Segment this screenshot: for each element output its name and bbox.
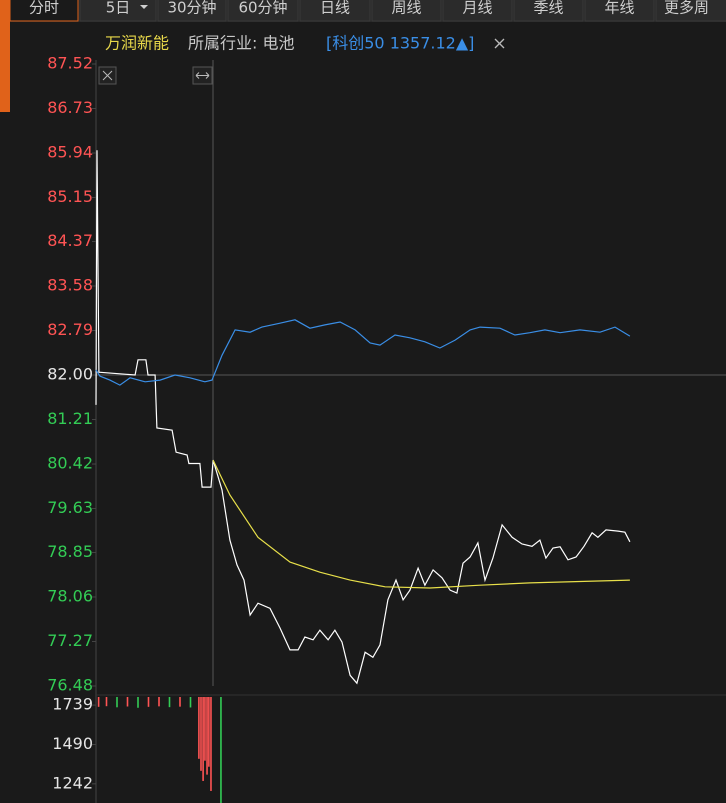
tab[interactable] — [157, 0, 227, 22]
volume-bar — [137, 697, 139, 708]
y-tick-label: 82.79 — [47, 320, 93, 339]
y-tick-label: 82.00 — [47, 365, 93, 384]
volume-bar — [116, 697, 118, 708]
y-tick-label: 86.73 — [47, 98, 93, 117]
tab-bar: 分时 5日 30分钟 60分钟 日线 周线 月线 季线 年线 更多周 — [9, 0, 726, 22]
volume-bar — [206, 697, 208, 775]
volume-bar — [97, 697, 100, 707]
volume-bar — [204, 697, 206, 761]
volume-bar — [147, 697, 150, 707]
y-tick-label: 78.06 — [47, 586, 93, 605]
volume-bar — [105, 697, 108, 707]
volume-bar — [179, 697, 181, 707]
volume-bar — [208, 697, 210, 767]
tab[interactable] — [79, 0, 157, 22]
y-tick-label: 80.42 — [47, 454, 93, 473]
dropdown-arrow[interactable] — [140, 5, 148, 9]
tab[interactable] — [299, 0, 371, 22]
tab[interactable] — [9, 0, 79, 22]
y-tick-label: 1242 — [52, 773, 93, 792]
price-line — [95, 150, 631, 685]
tab-label[interactable]: 60分钟 — [238, 0, 287, 17]
y-tick-label: 78.85 — [47, 542, 93, 561]
stock-name[interactable]: 万润新能 — [105, 34, 169, 53]
y-tick-label: 1739 — [52, 695, 93, 714]
tab-label[interactable]: 5日 — [106, 0, 131, 17]
price-line — [212, 459, 630, 589]
volume-bar — [210, 697, 212, 791]
volume-bar — [202, 697, 204, 781]
volume-bar — [198, 697, 200, 759]
volume-bar — [168, 697, 171, 708]
y-tick-label: 76.48 — [47, 676, 93, 695]
index-quote[interactable]: [科创50 1357.12▲] — [326, 34, 474, 53]
close-icon[interactable] — [494, 38, 505, 49]
tab-label[interactable]: 更多周 — [664, 0, 709, 17]
tab-label[interactable]: 月线 — [462, 0, 492, 17]
y-tick-label: 84.37 — [47, 231, 93, 250]
resize-icon[interactable] — [192, 66, 213, 85]
tab-label[interactable]: 季线 — [533, 0, 563, 17]
industry[interactable]: 所属行业: 电池 — [188, 34, 294, 53]
y-tick-label: 83.58 — [47, 275, 93, 294]
side-accent — [0, 0, 10, 112]
tab[interactable] — [371, 0, 442, 22]
y-tick-label: 79.63 — [47, 498, 93, 517]
price-line — [95, 319, 631, 386]
y-tick-label: 1490 — [52, 734, 93, 753]
tab[interactable] — [655, 0, 726, 22]
y-tick-label: 85.94 — [47, 143, 93, 162]
volume-bar — [200, 697, 202, 771]
volume-bar — [126, 697, 129, 707]
y-tick-label: 77.27 — [47, 631, 93, 650]
tab-label[interactable]: 30分钟 — [167, 0, 216, 17]
volume-bar — [189, 697, 192, 708]
y-tick-label: 87.52 — [47, 54, 93, 73]
volume-bar — [158, 697, 160, 707]
tab-label[interactable]: 年线 — [604, 0, 634, 17]
tab[interactable] — [227, 0, 299, 22]
collapse-icon[interactable] — [98, 66, 117, 85]
y-tick-label: 81.21 — [47, 409, 93, 428]
volume-bar — [220, 697, 222, 803]
y-tick-label: 85.15 — [47, 187, 93, 206]
tab-label[interactable]: 日线 — [320, 0, 350, 17]
tab[interactable] — [442, 0, 513, 22]
tab-label[interactable]: 周线 — [391, 0, 421, 17]
tab[interactable] — [584, 0, 655, 22]
tab-label[interactable]: 分时 — [29, 0, 59, 17]
tab[interactable] — [513, 0, 584, 22]
